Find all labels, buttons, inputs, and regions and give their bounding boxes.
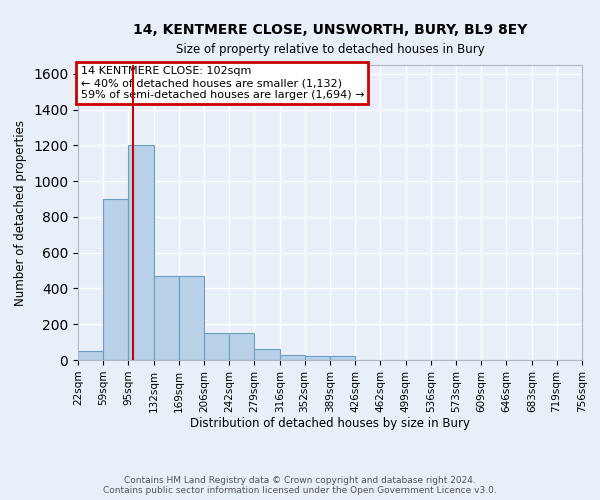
Bar (254, 350, 280, 360)
Text: 14, KENTMERE CLOSE, UNSWORTH, BURY, BL9 8EY: 14, KENTMERE CLOSE, UNSWORTH, BURY, BL9 … (133, 22, 527, 36)
Bar (280, 354, 305, 360)
Bar (330, 356, 355, 360)
Bar (305, 356, 330, 360)
Text: Size of property relative to detached houses in Bury: Size of property relative to detached ho… (176, 42, 484, 56)
Bar (128, 146, 154, 360)
Bar (205, 333, 229, 360)
Bar (229, 333, 254, 360)
Text: Contains HM Land Registry data © Crown copyright and database right 2024.
Contai: Contains HM Land Registry data © Crown c… (103, 476, 497, 495)
Bar (103, 199, 128, 360)
Y-axis label: Number of detached properties: Number of detached properties (14, 120, 28, 306)
Bar (179, 276, 205, 360)
Bar (154, 276, 179, 360)
X-axis label: Distribution of detached houses by size in Bury: Distribution of detached houses by size … (190, 418, 470, 430)
Bar (78, 351, 103, 360)
Text: 14 KENTMERE CLOSE: 102sqm
← 40% of detached houses are smaller (1,132)
59% of se: 14 KENTMERE CLOSE: 102sqm ← 40% of detac… (80, 66, 364, 100)
